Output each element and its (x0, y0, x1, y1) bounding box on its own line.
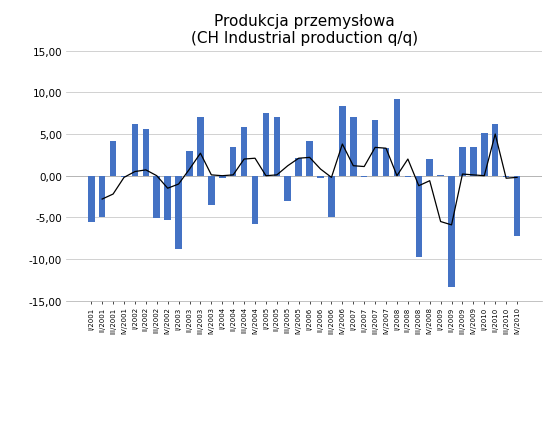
Bar (154, 176, 160, 219)
Bar (339, 107, 346, 176)
Bar (459, 148, 466, 176)
Bar (197, 117, 204, 176)
Bar (306, 141, 313, 176)
Bar (394, 100, 400, 176)
Bar (415, 176, 422, 257)
Bar (383, 149, 389, 176)
Bar (372, 120, 378, 176)
Bar (274, 118, 280, 176)
Bar (361, 176, 368, 177)
Bar (328, 176, 335, 218)
Bar (164, 176, 171, 220)
Bar (405, 176, 411, 177)
Bar (99, 176, 106, 218)
Bar (110, 141, 116, 176)
Bar (350, 118, 357, 176)
Bar (263, 114, 269, 176)
Bar (143, 130, 149, 176)
Bar (481, 134, 488, 176)
Bar (208, 176, 215, 206)
Bar (317, 176, 324, 179)
Bar (470, 148, 477, 176)
Bar (230, 148, 237, 176)
Title: Produkcja przemysłowa
(CH Industrial production q/q): Produkcja przemysłowa (CH Industrial pro… (191, 14, 418, 46)
Bar (503, 176, 509, 178)
Bar (295, 159, 302, 176)
Bar (448, 176, 455, 287)
Bar (437, 175, 444, 176)
Bar (175, 176, 182, 249)
Bar (284, 176, 291, 201)
Bar (492, 125, 498, 176)
Bar (121, 176, 127, 177)
Bar (219, 176, 226, 179)
Bar (426, 160, 433, 176)
Bar (252, 176, 258, 224)
Bar (132, 125, 138, 176)
Bar (88, 176, 95, 222)
Bar (186, 151, 193, 176)
Bar (241, 127, 247, 176)
Bar (514, 176, 520, 236)
